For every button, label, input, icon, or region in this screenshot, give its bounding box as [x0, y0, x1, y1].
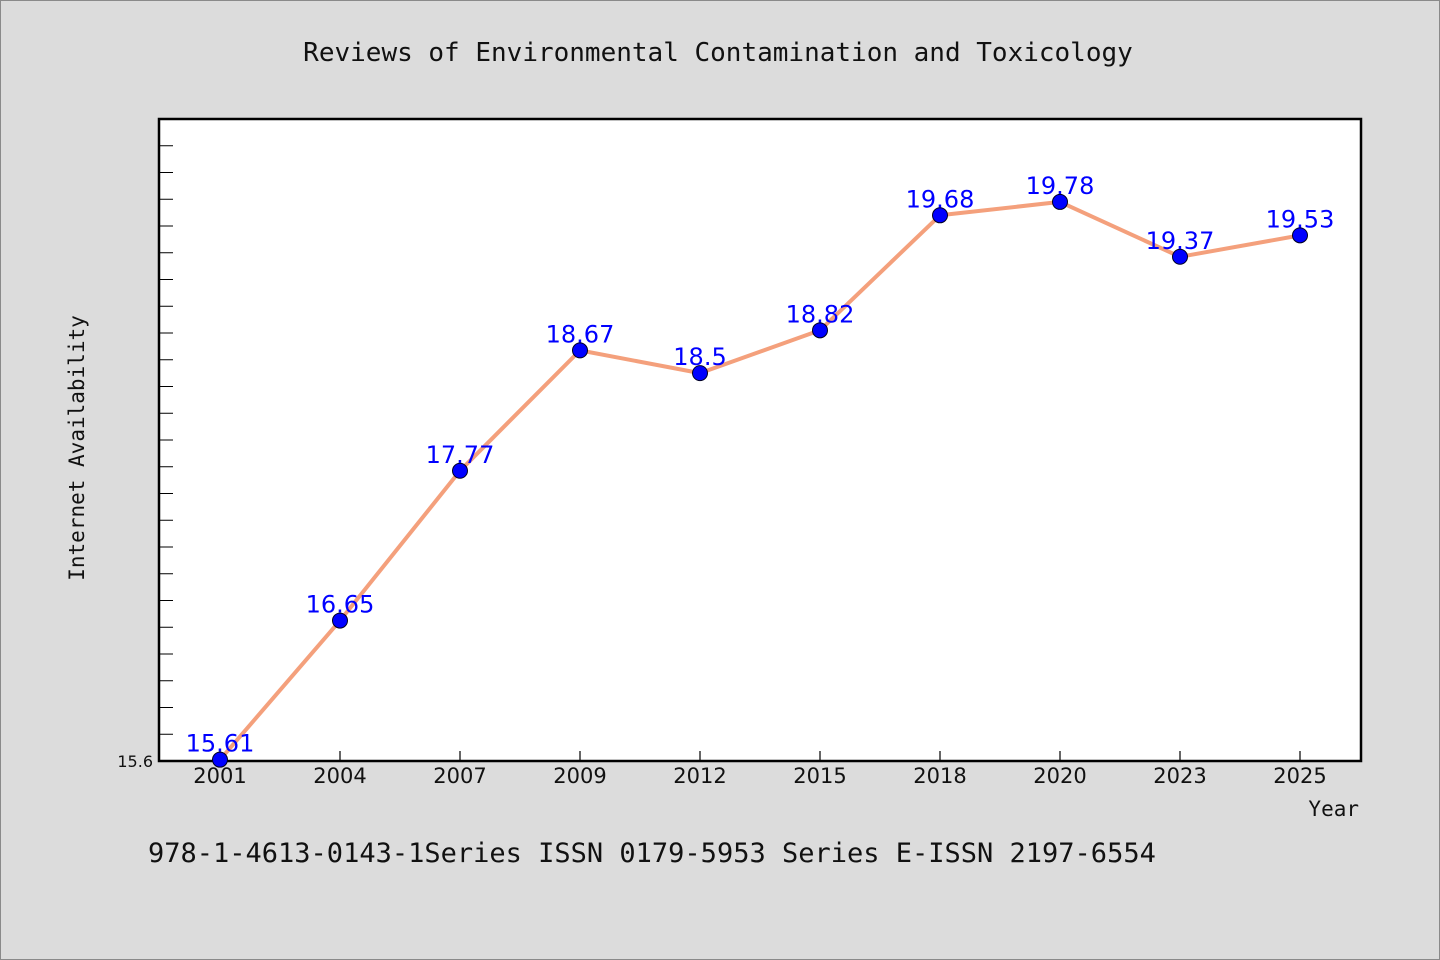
x-tick-label: 2004 — [313, 764, 366, 788]
y-axis-label: Internet Availability — [65, 315, 89, 581]
y-tick-label: 15.6 — [117, 752, 153, 771]
data-label: 15.61 — [186, 730, 255, 758]
data-point — [212, 751, 228, 768]
data-point — [1172, 248, 1188, 265]
x-tick-label: 2009 — [553, 764, 606, 788]
x-tick-label: 2020 — [1033, 764, 1086, 788]
chart-title: Reviews of Environmental Contamination a… — [303, 38, 1133, 68]
footer-issn-text: 978-1-4613-0143-1Series ISSN 0179-5953 S… — [148, 838, 1156, 869]
data-label: 19.68 — [906, 185, 975, 213]
x-tick-label: 2012 — [673, 764, 726, 788]
data-markers — [212, 193, 1308, 768]
plot-area — [157, 117, 1363, 763]
x-tick-label: 2025 — [1273, 764, 1326, 788]
series-line — [218, 199, 1301, 762]
data-point — [1292, 227, 1308, 244]
x-tick-label: 2023 — [1153, 764, 1206, 788]
y-axis-ticks — [159, 145, 173, 762]
data-label: 16.65 — [306, 591, 375, 619]
x-tick-label: 2015 — [793, 764, 846, 788]
y-axis-tick-labels: 15.6 — [117, 752, 153, 771]
x-tick-label: 2007 — [433, 764, 486, 788]
data-label: 17.77 — [426, 441, 495, 469]
data-point — [332, 612, 348, 629]
data-point — [572, 342, 588, 359]
x-tick-label: 2018 — [913, 764, 966, 788]
data-point — [932, 207, 948, 224]
x-axis-tick-labels: 2001 2004 2007 2009 2012 2015 2018 2020 2023 2025 — [193, 764, 1326, 788]
data-label: 19.53 — [1266, 205, 1335, 233]
data-point — [1052, 193, 1068, 210]
data-point — [452, 462, 468, 479]
x-axis-label: Year — [1308, 797, 1359, 821]
data-point — [812, 322, 828, 339]
data-label: 19.37 — [1146, 227, 1215, 255]
data-label: 18.5 — [673, 343, 726, 371]
data-label: 19.78 — [1026, 172, 1095, 200]
data-label: 18.82 — [786, 300, 855, 328]
x-tick-label: 2001 — [193, 764, 246, 788]
data-labels: 15.61 16.65 17.77 18.67 18.5 18.82 19.68 19.78 1… — [186, 172, 1335, 758]
data-label: 18.67 — [546, 320, 615, 348]
data-point — [692, 365, 708, 382]
